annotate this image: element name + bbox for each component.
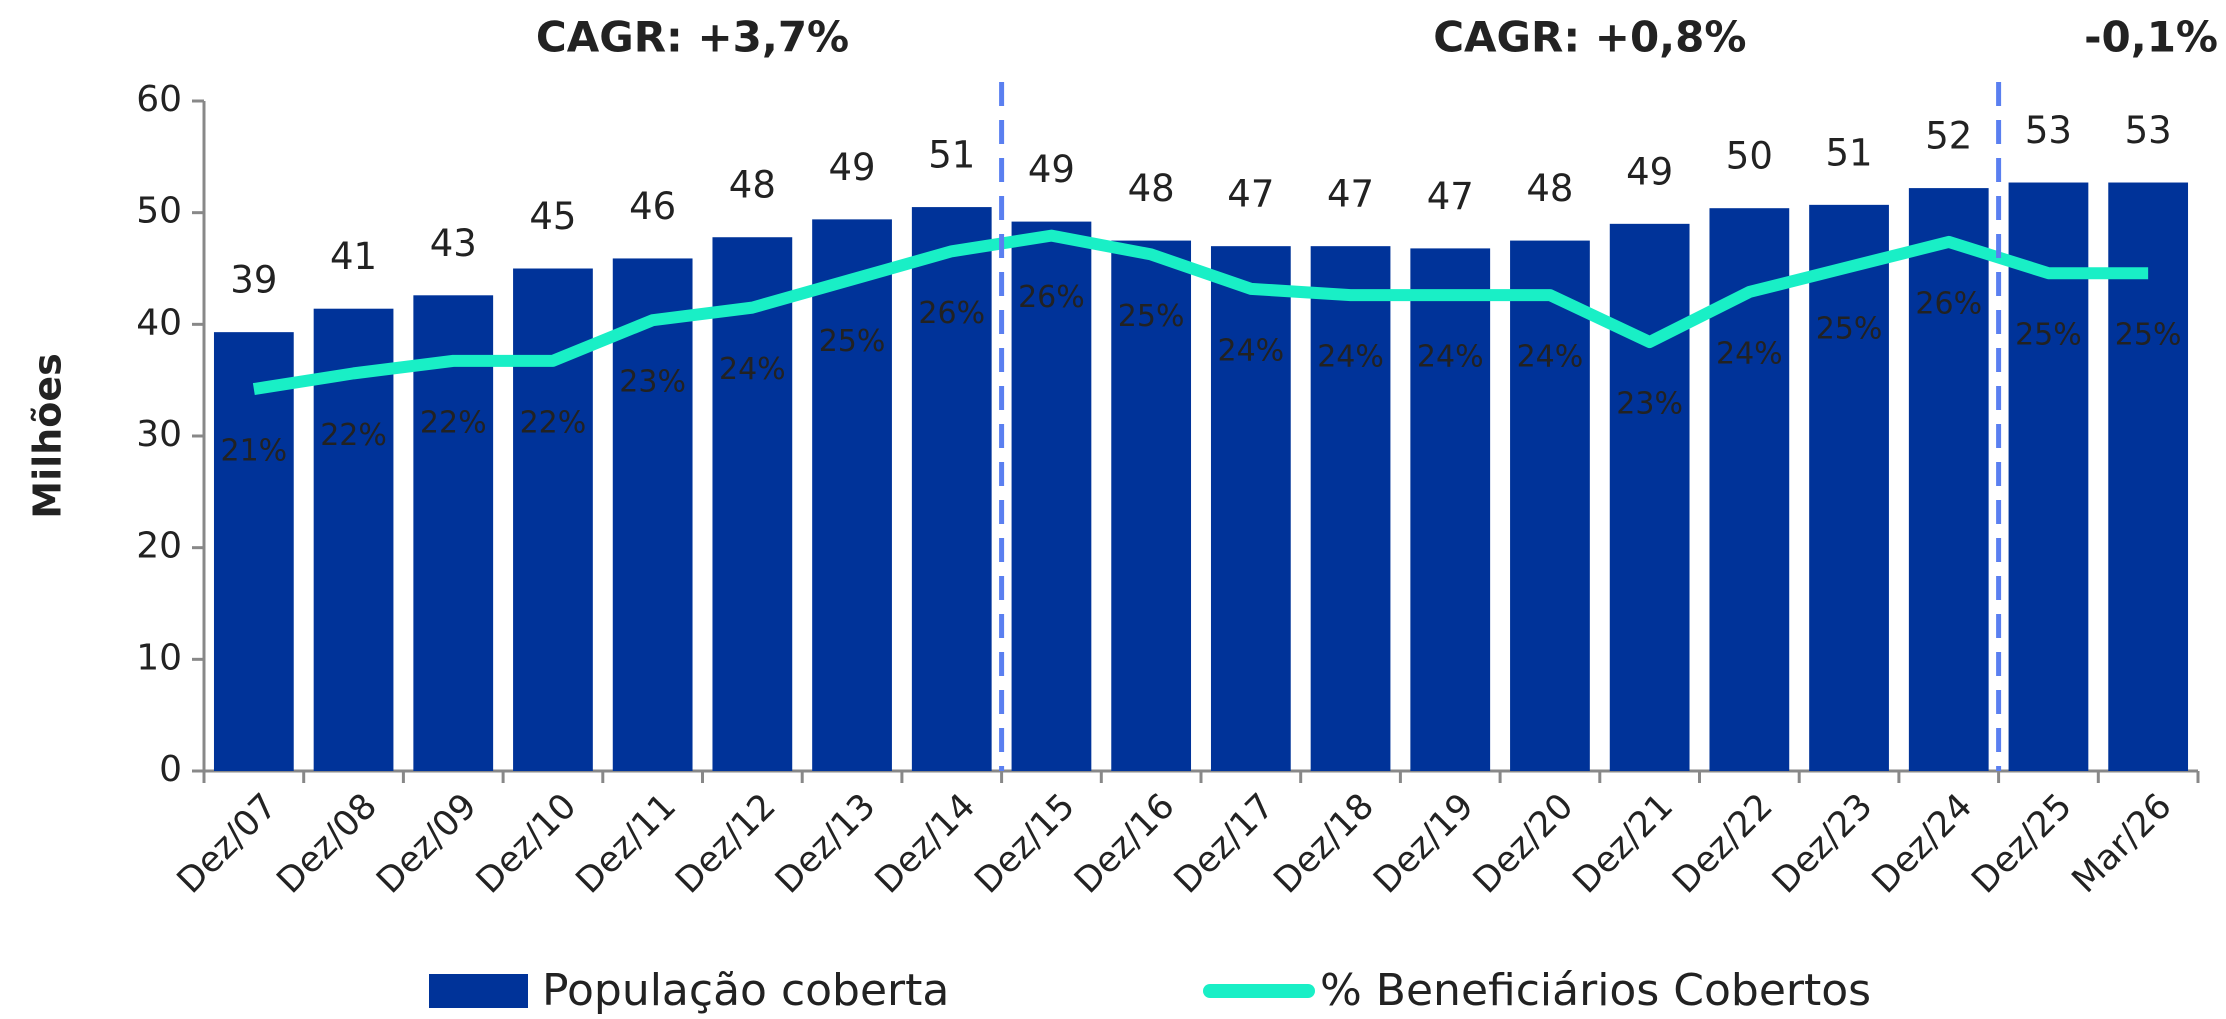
line-value-label: 23% [619,365,686,400]
bar-value-label: 49 [1626,150,1673,193]
x-tick-label: Dez/21 [1566,786,1681,901]
bar [313,308,394,771]
x-tick-label: Dez/24 [1865,786,1980,901]
bar [1111,240,1192,772]
y-tick-label: 30 [136,414,182,455]
x-tick-label: Dez/07 [170,786,285,901]
bar-value-label: 47 [1227,173,1274,216]
x-tick-label: Dez/19 [1366,786,1481,901]
y-tick-label: 0 [159,749,182,790]
bar [1908,188,1989,772]
bar-value-label: 49 [829,146,876,189]
y-tick-label: 40 [136,302,182,343]
bar-value-label: 47 [1327,173,1374,216]
line-value-label: 24% [1317,340,1384,375]
bar [1011,221,1092,772]
bar [712,237,793,771]
bar [213,332,294,771]
legend-label: População coberta [542,965,949,1016]
bar-value-label: 41 [330,235,377,278]
x-tick-label: Dez/18 [1267,786,1382,901]
bar [1809,204,1889,772]
bar [1310,246,1391,771]
bar [413,295,494,771]
bar [1510,240,1590,772]
bar-value-label: 43 [430,222,477,265]
line-value-label: 24% [719,352,786,387]
line-value-label: 25% [819,324,886,359]
line-value-label: 24% [1716,336,1783,371]
x-tick-label: Dez/22 [1665,786,1780,901]
line-value-label: 22% [420,405,487,440]
line-value-label: 21% [221,434,288,469]
line-value-label: 24% [1517,340,1584,375]
x-tick-label: Dez/11 [569,786,684,901]
bar [812,219,892,771]
bar-value-label: 50 [1726,135,1773,178]
x-tick-label: Dez/12 [668,786,783,901]
bar-value-label: 39 [230,259,277,302]
x-tick-label: Dez/23 [1765,786,1880,901]
bar-value-label: 51 [1826,131,1873,174]
bar-value-label: 53 [2125,109,2172,152]
line-value-label: 23% [1616,387,1683,422]
line-value-label: 25% [1118,299,1185,334]
bar-value-label: 48 [1526,167,1573,210]
bar [612,258,693,771]
bar-value-label: 53 [2025,109,2072,152]
x-tick-label: Dez/20 [1466,786,1581,901]
bar [1210,246,1291,771]
x-tick-label: Dez/25 [1964,786,2079,901]
bar [911,207,992,772]
y-tick-label: 20 [136,526,182,567]
annotation: CAGR: +3,7% [536,13,849,62]
bar-value-label: 48 [729,164,776,207]
y-tick-label: 10 [136,637,182,678]
line [252,229,2149,395]
bar [2108,182,2189,771]
line-value-label: 26% [1018,280,1085,315]
bar [1410,248,1491,771]
y-axis-label: Milhões [26,353,70,518]
y-tick-label: 50 [136,191,182,232]
bar [2008,182,2089,771]
line-value-label: 24% [1218,333,1285,368]
bar-value-label: 49 [1028,148,1075,191]
bar-value-label: 45 [529,195,576,238]
bar-value-label: 51 [928,134,975,177]
legend-label: % Beneficiários Cobertos [1320,965,1871,1016]
line-value-label: 26% [918,296,985,331]
bar-value-label: 47 [1427,175,1474,218]
line-value-label: 24% [1417,340,1484,375]
x-tick-label: Dez/08 [270,786,385,901]
x-tick-label: Dez/16 [1067,786,1182,901]
x-tick-label: Dez/13 [768,786,883,901]
y-tick-label: 60 [136,79,182,120]
line-value-label: 25% [2015,318,2082,353]
bar-value-label: 52 [1925,115,1972,158]
bar [1609,223,1690,772]
legend-swatch [429,974,528,1008]
line-value-label: 25% [2115,318,2182,353]
annotation: -0,1% [2084,13,2218,62]
x-tick-label: Dez/10 [469,786,584,901]
line-value-label: 22% [320,418,387,453]
x-tick-label: Dez/17 [1167,786,1282,901]
line-value-label: 22% [520,405,587,440]
line-value-label: 25% [1816,311,1883,346]
bar-value-label: 46 [629,185,676,228]
annotation: CAGR: +0,8% [1433,13,1746,62]
x-tick-label: Dez/14 [868,786,983,901]
line-value-label: 26% [1915,286,1982,321]
x-tick-label: Dez/15 [967,786,1082,901]
x-tick-label: Mar/26 [2065,786,2180,901]
x-tick-label: Dez/09 [369,786,484,901]
bar-value-label: 48 [1128,167,1175,210]
